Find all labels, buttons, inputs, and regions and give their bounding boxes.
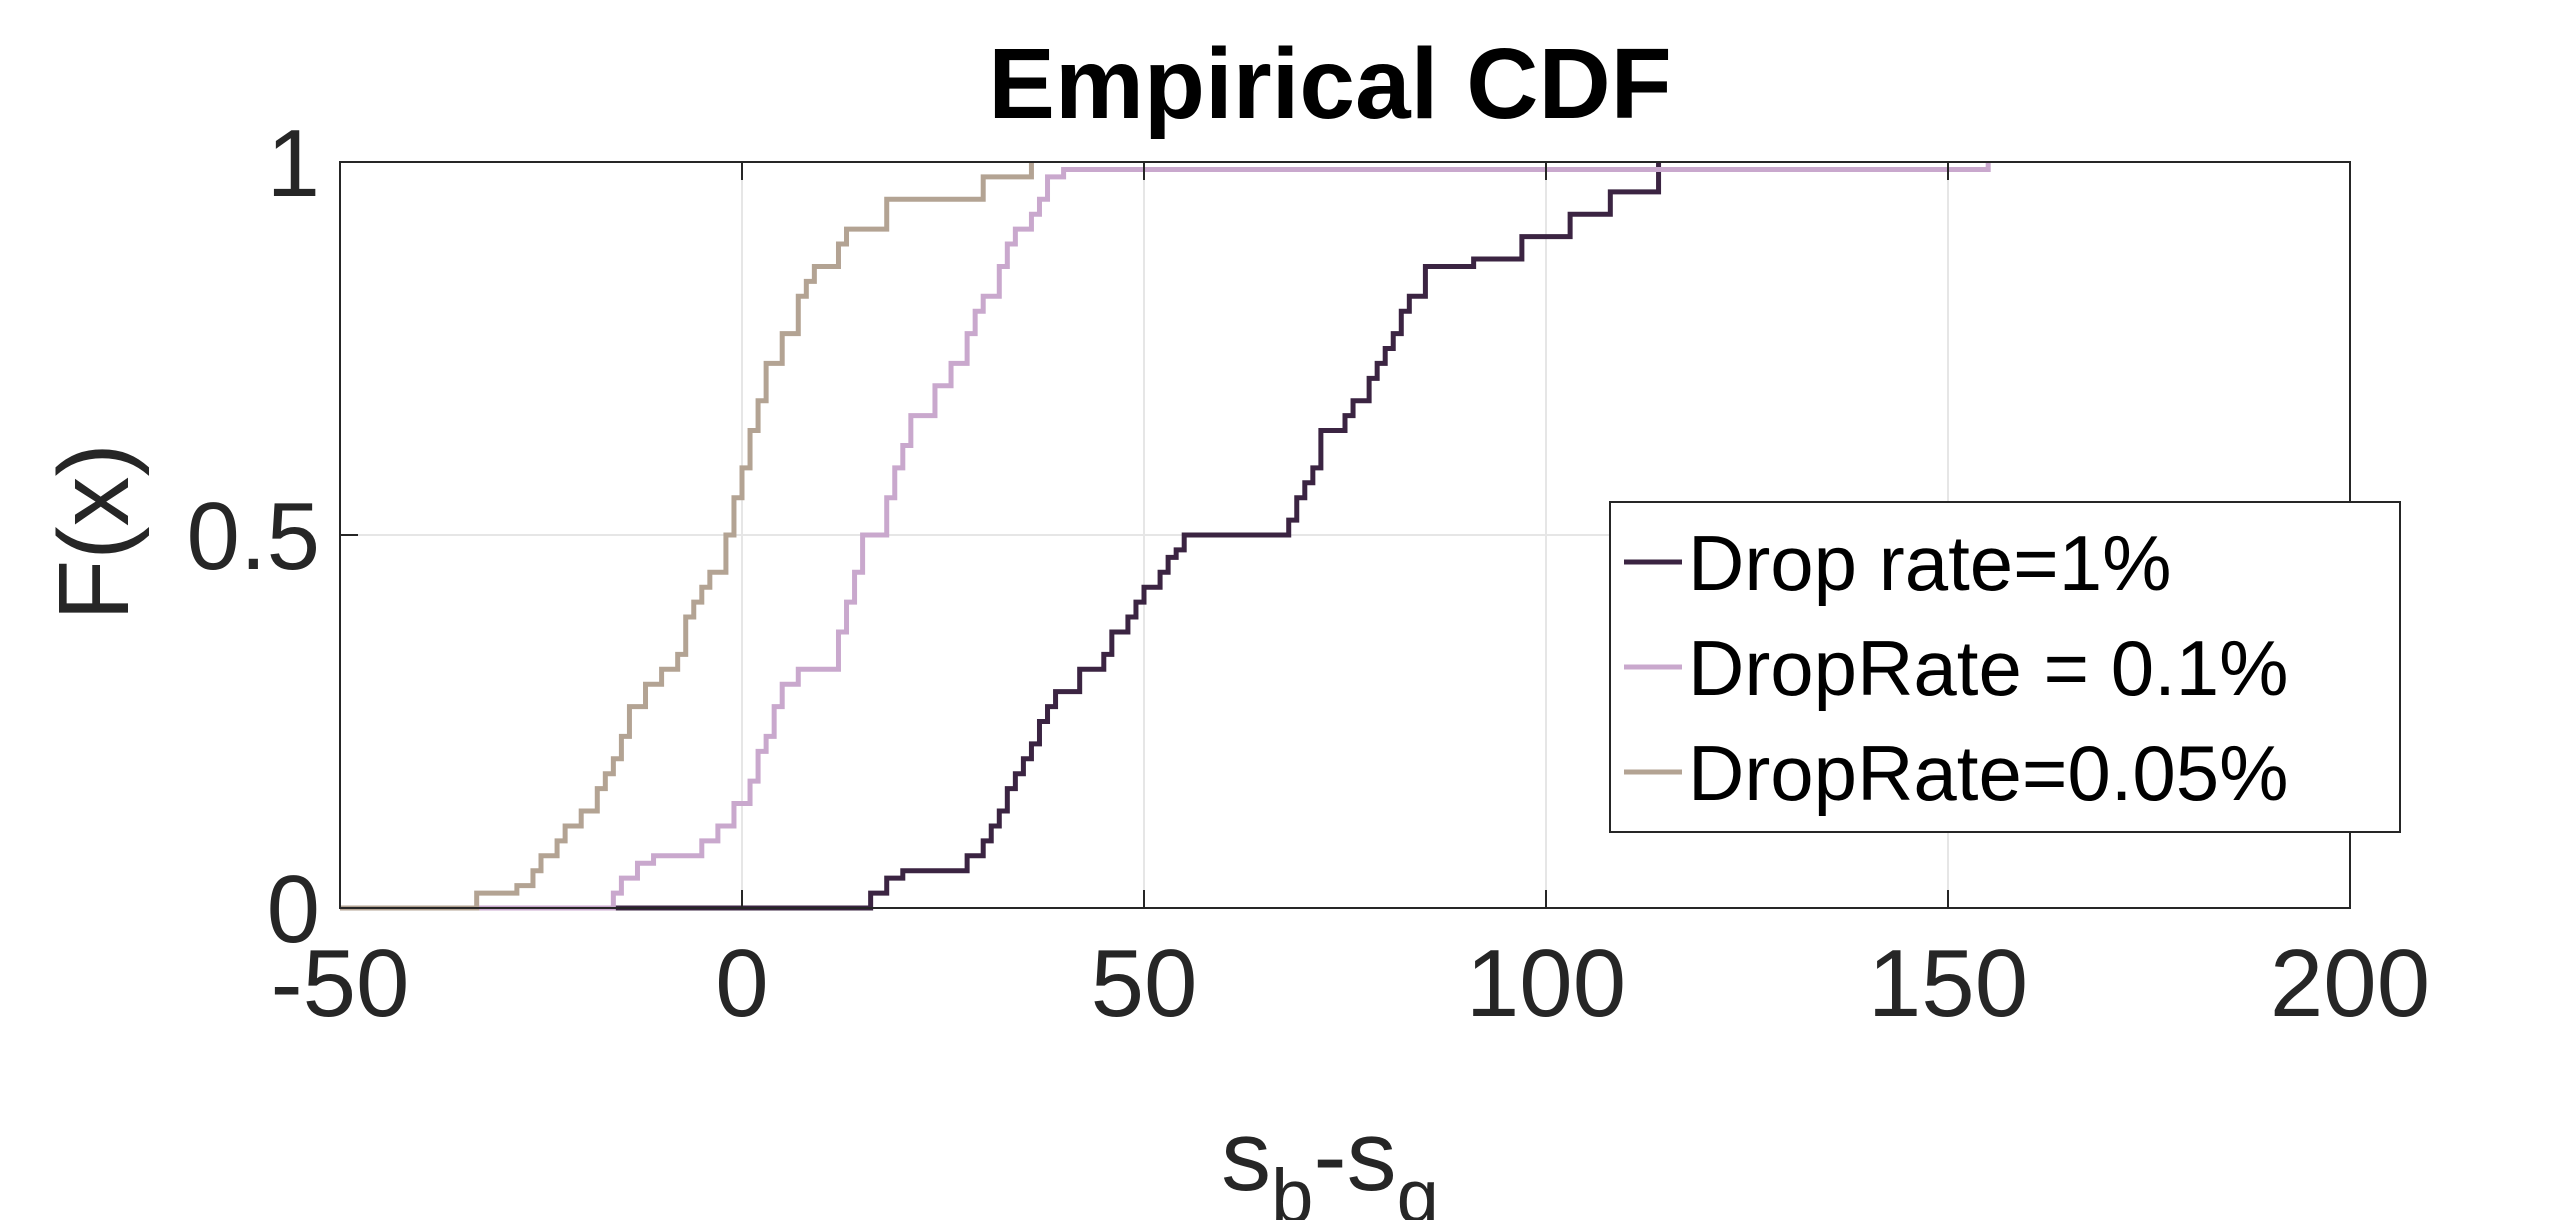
y-axis-label: F(x) [38, 443, 150, 621]
x-tick-label: 200 [2270, 930, 2430, 1037]
x-axis-label-sub1: b [1271, 1154, 1313, 1220]
x-tick-labels: -50 0 50 100 150 200 [271, 162, 2430, 1037]
series-lines [340, 162, 1991, 911]
series-line-3 [340, 162, 1034, 911]
x-tick-label: 50 [1091, 930, 1198, 1037]
series-line-2 [340, 162, 1991, 911]
y-tick-label: 0 [267, 856, 320, 963]
legend-label: DropRate=0.05% [1688, 729, 2289, 817]
y-tick-label: 1 [267, 110, 320, 217]
y-tick-label: 0.5 [187, 483, 320, 590]
legend-label: DropRate = 0.1% [1688, 624, 2289, 712]
chart-title: Empirical CDF [988, 28, 1672, 140]
legend-label: Drop rate=1% [1688, 519, 2171, 607]
x-axis-label: sb-sg [1221, 1100, 1439, 1220]
x-axis-label-base1: s [1221, 1100, 1271, 1212]
x-axis-label-sub2: g [1397, 1154, 1439, 1220]
y-tick-labels: 00.51 [187, 110, 2350, 963]
x-tick-label: 150 [1868, 930, 2028, 1037]
legend: Drop rate=1% DropRate = 0.1% DropRate=0.05… [1609, 501, 2401, 833]
x-axis-label-base2: s [1347, 1100, 1397, 1212]
legend-box [1609, 501, 2401, 833]
x-tick-label: 100 [1466, 930, 1626, 1037]
series-line-1 [340, 162, 1662, 911]
x-tick-label: 0 [715, 930, 768, 1037]
x-tick-label: -50 [271, 930, 410, 1037]
x-axis-label-sep: - [1313, 1100, 1346, 1212]
